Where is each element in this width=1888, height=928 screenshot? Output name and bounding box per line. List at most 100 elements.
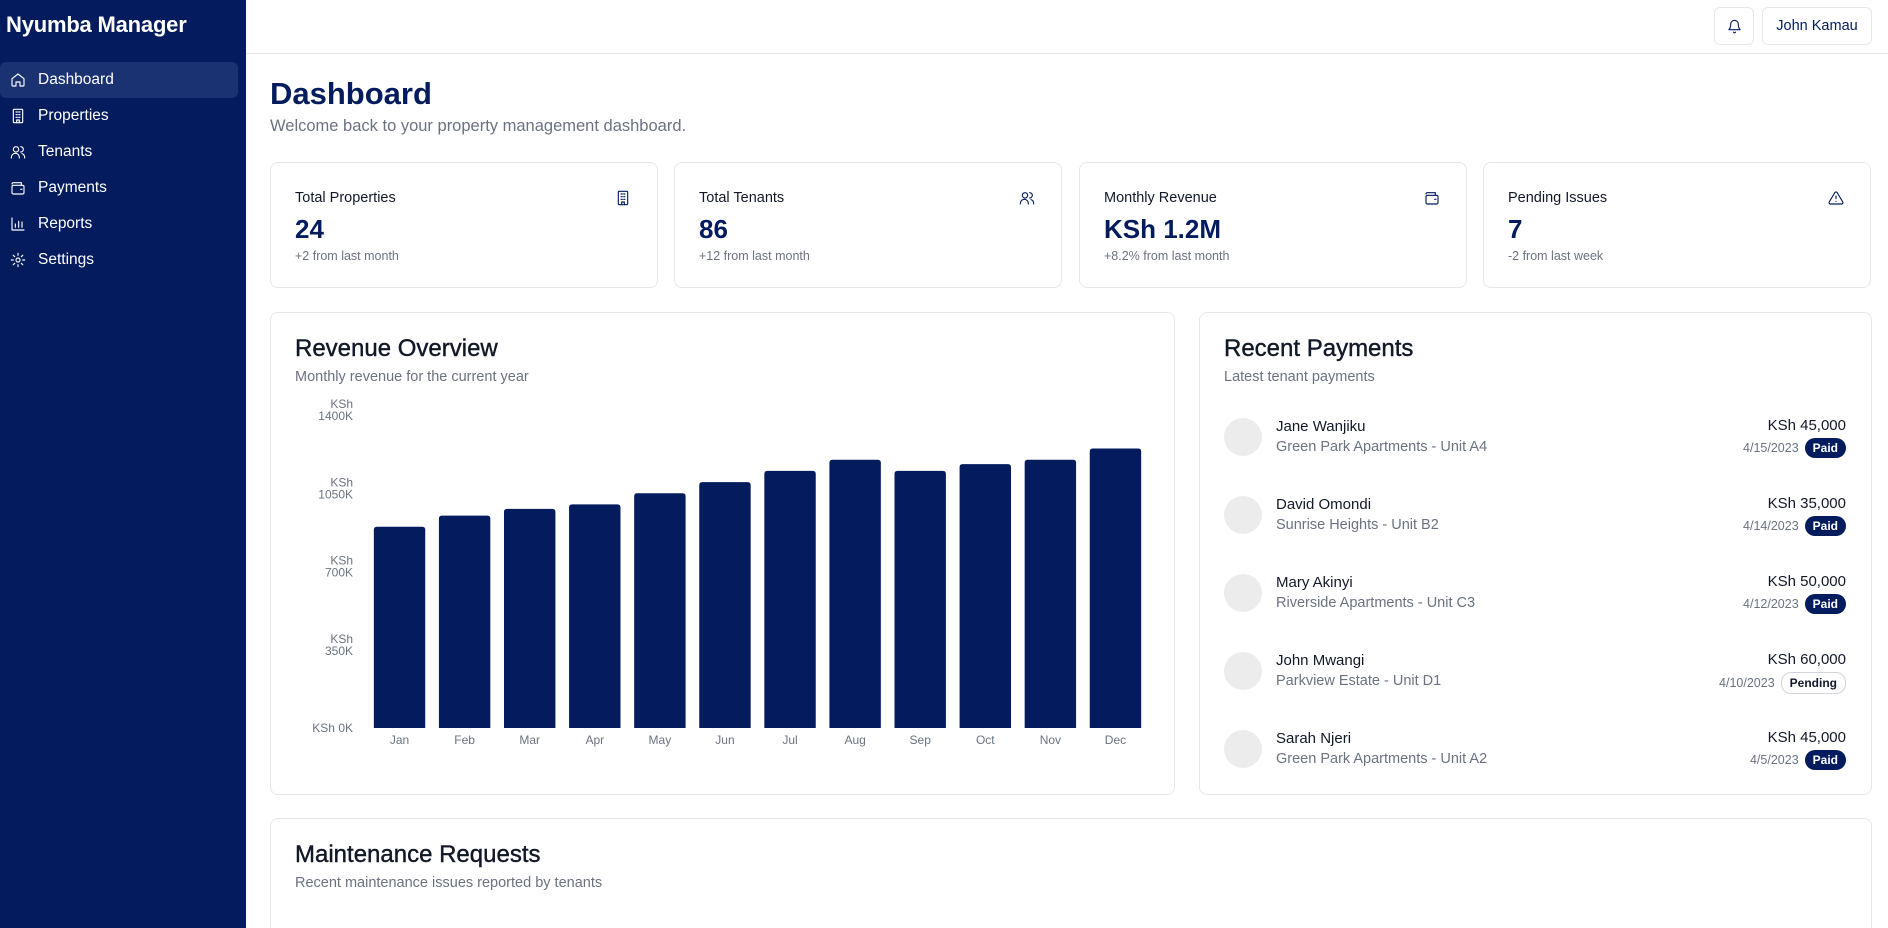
avatar [1224,730,1262,768]
page-subtitle: Welcome back to your property management… [270,117,687,135]
x-tick-label: Jan [390,733,409,747]
users-icon [1019,192,1035,205]
payment-meta: 4/14/2023 Paid [1743,516,1846,536]
users-icon [10,146,26,159]
bar-may[interactable] [634,493,686,728]
stat-label: Total Tenants [699,190,785,206]
building-icon [617,190,629,206]
bar-nov[interactable] [1024,459,1077,728]
x-tick-label: Mar [519,733,540,747]
payment-property: Riverside Apartments - Unit C3 [1276,595,1476,611]
revenue-title: Revenue Overview [295,335,498,362]
x-tick-label: Nov [1040,733,1061,747]
revenue-subtitle: Monthly revenue for the current year [295,369,529,385]
maintenance-title: Maintenance Requests [295,841,541,868]
sidebar-item-label: Payments [38,179,107,196]
bar-oct[interactable] [959,464,1011,728]
payment-amount: KSh 50,000 [1767,573,1846,590]
payment-row[interactable]: David Omondi Sunrise Heights - Unit B2 K… [1224,488,1846,548]
payment-meta: 4/5/2023 Paid [1750,750,1846,770]
y-tick-label: KSh 700K [325,554,353,580]
bar-aug[interactable] [829,459,881,728]
stat-change: +8.2% from last month [1104,249,1230,263]
stat-value: KSh 1.2M [1104,214,1222,244]
payment-row[interactable]: Jane Wanjiku Green Park Apartments - Uni… [1224,410,1846,470]
payment-amount: KSh 45,000 [1767,417,1846,434]
payment-date: 4/14/2023 [1743,519,1799,533]
payment-amount: KSh 45,000 [1767,729,1846,746]
status-badge: Paid [1804,438,1846,458]
sidebar-item-properties[interactable]: Properties [0,98,238,134]
user-menu-button[interactable]: John Kamau [1762,7,1872,45]
x-tick-label: Aug [844,733,865,747]
y-tick-label: KSh 1400K [318,397,353,423]
stat-change: +12 from last month [699,249,810,263]
x-tick-label: Jun [715,733,734,747]
bar-feb[interactable] [438,515,491,728]
bar-sep[interactable] [894,470,946,728]
sidebar-item-label: Settings [38,251,95,268]
status-badge: Paid [1804,594,1846,614]
status-badge: Paid [1804,516,1846,536]
sidebar-item-reports[interactable]: Reports [0,206,238,242]
sidebar-item-dashboard[interactable]: Dashboard [0,62,238,98]
bar-jun[interactable] [699,482,751,728]
avatar [1224,574,1262,612]
revenue-bar-chart: Jan Feb Mar Apr May Jun Jul Aug Sep Oct Nov Dec KSh … [312,397,1142,747]
stat-change: +2 from last month [295,249,399,263]
x-tick-label: Apr [585,733,604,747]
sidebar-item-label: Properties [38,107,109,124]
x-tick-label: Jul [782,733,797,747]
wallet-icon [1425,192,1439,205]
wallet-icon [11,182,25,195]
stat-label: Total Properties [295,190,396,206]
recent-payments-card: Recent Payments Latest tenant payments J… [1199,312,1872,795]
stat-label: Monthly Revenue [1104,190,1217,206]
sidebar-item-settings[interactable]: Settings [0,242,238,278]
x-tick-label: May [649,733,672,747]
bar-chart-icon [11,217,25,231]
payment-tenant-name: Mary Akinyi [1276,574,1353,591]
bar-jul[interactable] [764,470,816,728]
notifications-button[interactable] [1714,7,1754,45]
y-tick-label: KSh 350K [325,632,353,658]
payment-tenant-name: David Omondi [1276,496,1372,513]
payment-amount: KSh 35,000 [1767,495,1846,512]
payment-date: 4/5/2023 [1749,753,1799,767]
sidebar-item-tenants[interactable]: Tenants [0,134,238,170]
sidebar-nav: Dashboard Properties Tenants Payments Re… [0,62,238,278]
payment-row[interactable]: Mary Akinyi Riverside Apartments - Unit … [1224,566,1846,626]
payment-amount: KSh 60,000 [1767,651,1846,668]
sidebar: Nyumba Manager Dashboard Properties Tena… [0,0,246,928]
payment-meta: 4/10/2023 Pending [1719,672,1846,694]
payment-date: 4/10/2023 [1719,676,1775,690]
brand-logo[interactable]: Nyumba Manager [6,12,187,37]
home-icon [11,73,25,87]
page-title: Dashboard [270,76,432,111]
bar-mar[interactable] [504,508,556,728]
sidebar-item-label: Tenants [38,143,93,160]
x-tick-label: Sep [910,733,932,747]
stat-card-total-tenants: Total Tenants 86 +12 from last month [674,162,1062,288]
payment-date: 4/15/2023 [1743,441,1799,455]
y-tick-label: KSh 1050K [318,475,353,501]
sidebar-item-payments[interactable]: Payments [0,170,238,206]
status-badge: Pending [1780,672,1846,694]
building-icon [12,108,24,124]
avatar [1224,418,1262,456]
bar-dec[interactable] [1089,448,1142,728]
payment-row[interactable]: Sarah Njeri Green Park Apartments - Unit… [1224,722,1846,782]
bar-jan[interactable] [373,526,426,728]
payment-row[interactable]: John Mwangi Parkview Estate - Unit D1 KS… [1224,644,1846,704]
revenue-overview-card: Revenue Overview Monthly revenue for the… [270,312,1175,795]
payment-tenant-name: John Mwangi [1276,652,1365,669]
maintenance-subtitle: Recent maintenance issues reported by te… [295,875,603,891]
payment-property: Parkview Estate - Unit D1 [1276,673,1442,689]
payment-tenant-name: Sarah Njeri [1276,730,1352,747]
stat-value: 7 [1508,214,1523,244]
payment-property: Sunrise Heights - Unit B2 [1276,517,1439,533]
sidebar-item-label: Dashboard [38,71,114,88]
maintenance-requests-card: Maintenance Requests Recent maintenance … [270,818,1872,928]
bar-apr[interactable] [569,504,621,728]
bell-icon [1727,19,1741,33]
